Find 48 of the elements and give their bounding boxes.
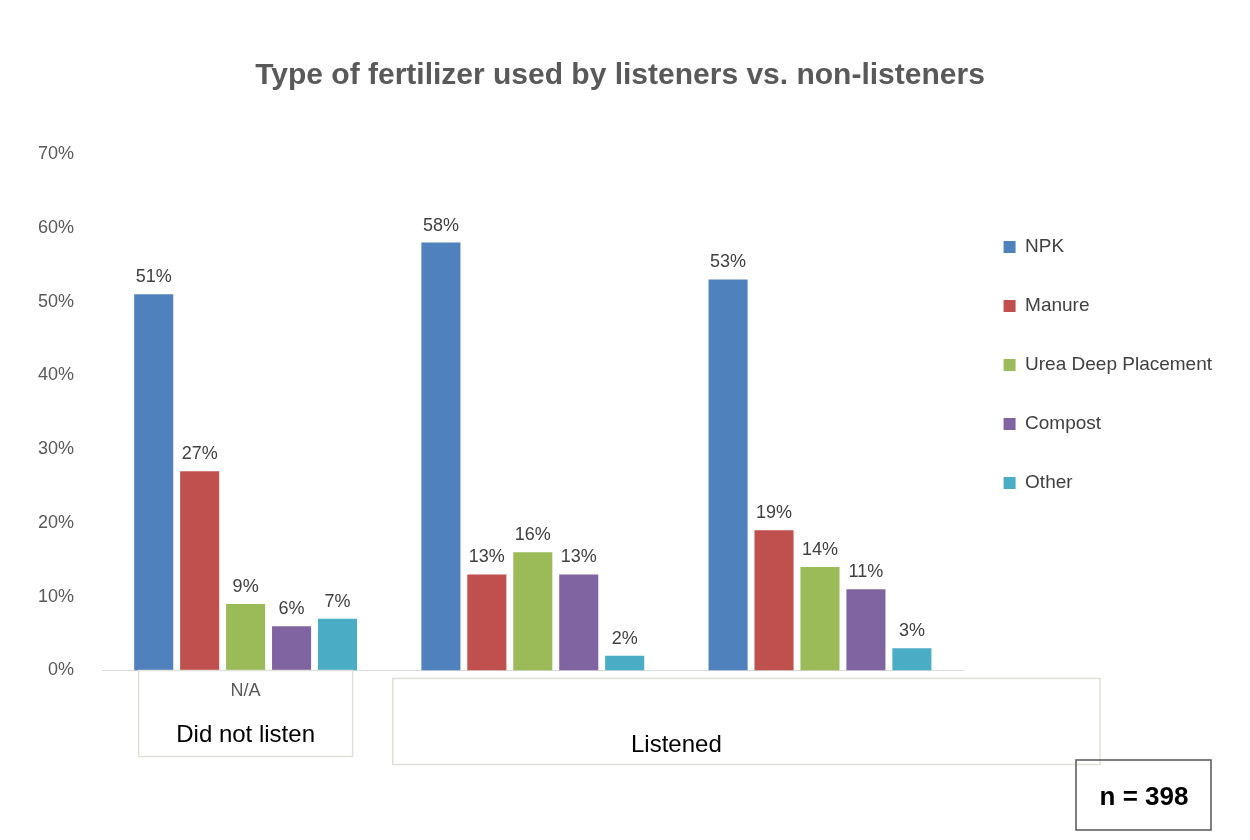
- bar: [892, 648, 932, 671]
- data-label: 13%: [560, 546, 597, 567]
- data-label: 9%: [232, 576, 259, 597]
- bar: [180, 471, 220, 671]
- data-label: 58%: [422, 214, 459, 235]
- legend-label: Compost: [1025, 412, 1102, 434]
- bar: [708, 279, 748, 671]
- bar: [272, 626, 312, 671]
- data-label: 53%: [710, 251, 747, 272]
- text: Did not listen: [176, 720, 315, 748]
- y-tick-label: 10%: [38, 585, 75, 606]
- bar: [421, 242, 461, 671]
- data-label: 13%: [468, 546, 505, 567]
- bar: [226, 604, 266, 671]
- bar: [754, 530, 794, 671]
- bar: [800, 567, 840, 671]
- y-tick-label: 70%: [38, 142, 75, 163]
- y-tick-label: 30%: [38, 438, 75, 459]
- bar: [846, 589, 886, 671]
- data-label: 16%: [514, 524, 551, 545]
- data-label: 51%: [135, 266, 172, 287]
- data-label: 7%: [324, 590, 351, 611]
- bar: [513, 552, 553, 671]
- y-tick-label: 40%: [38, 364, 75, 385]
- legend-label: Manure: [1025, 294, 1090, 316]
- data-label: 11%: [848, 561, 884, 582]
- text: n = 398: [1099, 781, 1189, 811]
- legend-label: Urea Deep Placement: [1025, 353, 1213, 375]
- bar: [559, 574, 599, 671]
- chart-title: Type of fertilizer used by listeners vs. non-listeners: [255, 57, 985, 91]
- y-tick-label: 0%: [48, 659, 75, 680]
- y-tick-label: 20%: [38, 511, 75, 532]
- legend-label: Other: [1025, 471, 1074, 493]
- bar: [605, 655, 645, 671]
- data-label: 6%: [278, 598, 305, 619]
- legend-label: NPK: [1025, 235, 1065, 257]
- x-tick-label: N/A: [230, 680, 261, 701]
- y-tick-label: 50%: [38, 290, 75, 311]
- data-label: 3%: [898, 620, 925, 641]
- data-label: 14%: [801, 539, 838, 560]
- data-label: 27%: [181, 443, 218, 464]
- data-label: 2%: [611, 627, 638, 648]
- bar: [467, 574, 507, 671]
- y-tick-label: 60%: [38, 216, 75, 237]
- bar: [317, 618, 358, 671]
- bar: [134, 294, 174, 671]
- data-label: 19%: [756, 502, 793, 523]
- text: Listened: [631, 730, 722, 758]
